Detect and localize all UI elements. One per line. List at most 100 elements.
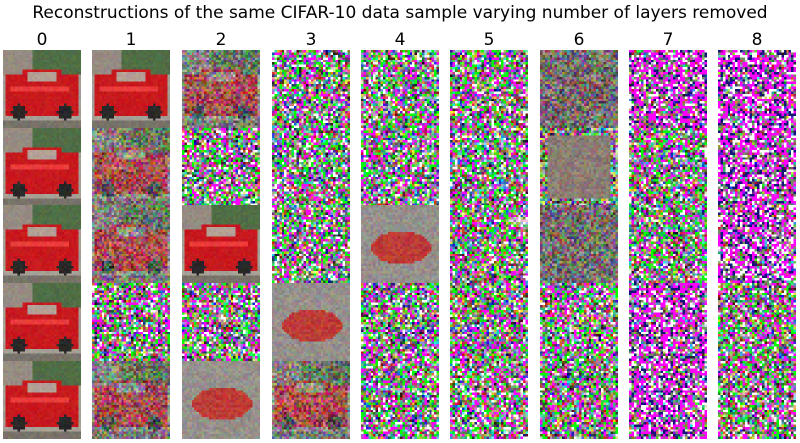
reconstruction-canvas (540, 128, 618, 206)
reconstruction-canvas (361, 50, 439, 128)
reconstruction-image (182, 205, 260, 283)
reconstruction-canvas (92, 283, 170, 361)
reconstruction-canvas (361, 283, 439, 361)
reconstruction-canvas (272, 205, 350, 283)
reconstruction-column (3, 50, 81, 439)
reconstruction-canvas (450, 283, 528, 361)
reconstruction-canvas (629, 283, 707, 361)
column-label: 8 (751, 30, 763, 50)
reconstruction-canvas (629, 50, 707, 128)
column-label: 6 (573, 30, 585, 50)
reconstruction-image (540, 50, 618, 128)
reconstruction-image (450, 50, 528, 128)
reconstruction-image (92, 50, 170, 128)
reconstruction-canvas (272, 283, 350, 361)
reconstruction-canvas (3, 128, 81, 206)
reconstruction-canvas (718, 361, 796, 439)
reconstruction-canvas (3, 283, 81, 361)
reconstruction-canvas (182, 205, 260, 283)
column-label: 2 (215, 30, 227, 50)
reconstruction-canvas (450, 50, 528, 128)
reconstruction-column (361, 50, 439, 439)
reconstruction-image (3, 128, 81, 206)
reconstruction-image (3, 361, 81, 439)
reconstruction-canvas (450, 361, 528, 439)
reconstruction-canvas (92, 50, 170, 128)
reconstruction-image (3, 50, 81, 128)
reconstruction-canvas (92, 128, 170, 206)
reconstruction-image (3, 283, 81, 361)
reconstruction-canvas (182, 128, 260, 206)
reconstruction-canvas (182, 50, 260, 128)
reconstruction-column (92, 50, 170, 439)
reconstruction-image (718, 283, 796, 361)
reconstruction-canvas (450, 128, 528, 206)
reconstruction-image (450, 205, 528, 283)
column-label: 4 (394, 30, 406, 50)
reconstruction-canvas (540, 205, 618, 283)
reconstruction-column (450, 50, 528, 439)
reconstruction-image (92, 361, 170, 439)
reconstruction-image (92, 283, 170, 361)
reconstruction-image (361, 128, 439, 206)
reconstruction-image (540, 205, 618, 283)
reconstruction-canvas (718, 128, 796, 206)
reconstruction-canvas (718, 283, 796, 361)
reconstruction-image (361, 205, 439, 283)
reconstruction-image (629, 361, 707, 439)
column-label: 3 (305, 30, 317, 50)
reconstruction-canvas (361, 361, 439, 439)
reconstruction-image (718, 361, 796, 439)
reconstruction-canvas (92, 205, 170, 283)
reconstruction-image (718, 205, 796, 283)
reconstruction-canvas (272, 50, 350, 128)
reconstruction-canvas (3, 361, 81, 439)
figure-title: Reconstructions of the same CIFAR-10 dat… (32, 3, 768, 23)
reconstruction-image (182, 50, 260, 128)
reconstruction-canvas (3, 205, 81, 283)
reconstruction-canvas (182, 361, 260, 439)
reconstruction-column (182, 50, 260, 439)
reconstruction-canvas (272, 128, 350, 206)
reconstruction-image (450, 361, 528, 439)
reconstruction-column (272, 50, 350, 439)
reconstruction-image (361, 50, 439, 128)
reconstruction-canvas (182, 283, 260, 361)
reconstruction-image (450, 283, 528, 361)
reconstruction-column (629, 50, 707, 439)
reconstruction-canvas (718, 205, 796, 283)
reconstruction-image (450, 128, 528, 206)
reconstruction-image (540, 361, 618, 439)
reconstruction-image (182, 283, 260, 361)
reconstruction-canvas (629, 361, 707, 439)
reconstruction-image (540, 283, 618, 361)
reconstruction-image (92, 205, 170, 283)
reconstruction-image (718, 128, 796, 206)
reconstruction-canvas (361, 205, 439, 283)
reconstruction-image (272, 50, 350, 128)
reconstruction-column (718, 50, 796, 439)
reconstruction-canvas (540, 50, 618, 128)
column-label: 1 (125, 30, 137, 50)
reconstruction-canvas (450, 205, 528, 283)
reconstruction-image (182, 361, 260, 439)
reconstruction-image (272, 205, 350, 283)
column-label: 7 (662, 30, 674, 50)
reconstruction-image (272, 361, 350, 439)
reconstruction-image (540, 128, 618, 206)
reconstruction-image (629, 283, 707, 361)
reconstruction-canvas (629, 128, 707, 206)
reconstruction-image (361, 283, 439, 361)
reconstruction-image (629, 128, 707, 206)
reconstruction-image (272, 128, 350, 206)
reconstruction-canvas (92, 361, 170, 439)
reconstruction-image (92, 128, 170, 206)
reconstruction-image (361, 361, 439, 439)
reconstruction-image (629, 50, 707, 128)
reconstruction-image (182, 128, 260, 206)
column-label: 5 (483, 30, 495, 50)
column-label: 0 (36, 30, 48, 50)
reconstruction-image (272, 283, 350, 361)
reconstruction-canvas (718, 50, 796, 128)
reconstruction-canvas (540, 361, 618, 439)
